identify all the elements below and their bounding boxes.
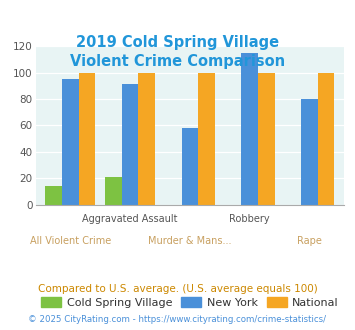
Text: Compared to U.S. average. (U.S. average equals 100): Compared to U.S. average. (U.S. average … (38, 284, 317, 294)
Bar (62, 79, 79, 205)
Bar (301, 99, 318, 205)
Bar (122, 84, 138, 205)
Text: Aggravated Assault: Aggravated Assault (82, 214, 178, 224)
Text: Rape: Rape (297, 236, 322, 246)
Bar (241, 53, 258, 205)
Bar (318, 73, 334, 205)
Bar (79, 73, 95, 205)
Text: Murder & Mans...: Murder & Mans... (148, 236, 232, 246)
Bar (105, 177, 122, 205)
Bar (258, 73, 275, 205)
Bar (138, 73, 155, 205)
Text: All Violent Crime: All Violent Crime (30, 236, 111, 246)
Text: 2019 Cold Spring Village
Violent Crime Comparison: 2019 Cold Spring Village Violent Crime C… (70, 35, 285, 69)
Text: Robbery: Robbery (229, 214, 270, 224)
Text: © 2025 CityRating.com - https://www.cityrating.com/crime-statistics/: © 2025 CityRating.com - https://www.city… (28, 315, 327, 324)
Legend: Cold Spring Village, New York, National: Cold Spring Village, New York, National (37, 292, 343, 312)
Bar (182, 128, 198, 205)
Bar (198, 73, 215, 205)
Bar (45, 186, 62, 205)
